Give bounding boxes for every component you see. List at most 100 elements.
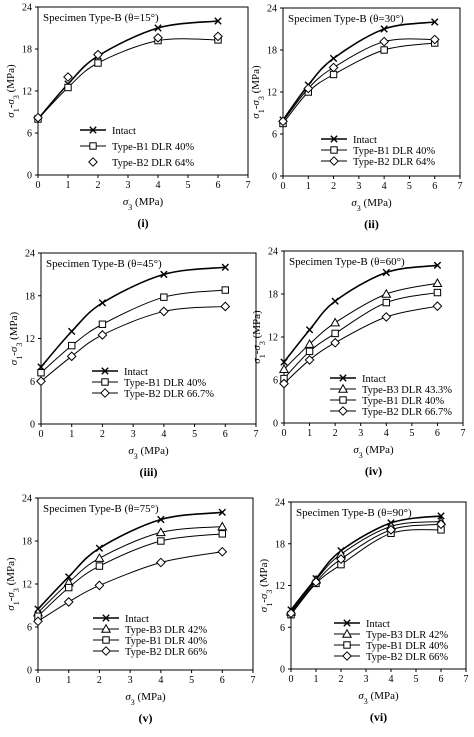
data-point-square	[221, 286, 229, 294]
data-point-triangle	[155, 527, 166, 537]
panel-label: (iv)	[365, 464, 382, 478]
y-tick-label: 6	[280, 623, 285, 634]
series-cross	[280, 261, 442, 366]
data-point-diamond	[432, 301, 443, 312]
y-tick-label: 12	[275, 581, 285, 592]
data-point-diamond	[217, 546, 228, 557]
x-tick-label: 4	[384, 428, 389, 439]
series-cross	[287, 512, 445, 614]
data-point-triangle	[304, 338, 315, 348]
data-point-diamond	[220, 301, 231, 312]
data-point-cross	[433, 261, 442, 270]
data-point-diamond	[36, 376, 46, 387]
x-tick-label: 0	[39, 429, 44, 440]
x-tick-label: 7	[461, 428, 466, 439]
data-point-square	[37, 369, 45, 377]
data-point-diamond	[311, 577, 321, 587]
y-tick-label: 18	[22, 45, 32, 56]
data-point-cross	[214, 17, 222, 25]
x-tick-label: 2	[339, 674, 344, 685]
legend-marker-square	[89, 142, 97, 150]
x-tick-label: 2	[97, 675, 102, 686]
series-square	[287, 526, 445, 619]
data-point-cross	[331, 297, 339, 305]
x-tick-label: 7	[251, 675, 256, 686]
y-tick-label: 24	[22, 3, 32, 14]
series-triangle	[278, 278, 443, 373]
legend-label: Type-B2 DLR 66%	[366, 652, 448, 663]
y-tick-label: 0	[27, 171, 32, 182]
legend-marker-cross	[89, 126, 97, 134]
legend-label: Type-B3 DLR 43.3%	[362, 385, 452, 396]
y-tick-label: 6	[27, 129, 32, 140]
y-tick-label: 12	[267, 88, 277, 99]
legend-label: Type-B3 DLR 42%	[366, 630, 448, 641]
legend-label: Intact	[366, 619, 390, 630]
legend-marker-square	[339, 396, 347, 404]
data-point-square	[433, 288, 442, 297]
data-point-diamond	[330, 337, 341, 348]
y-tick-label: 24	[267, 4, 277, 15]
legend-marker-cross	[339, 374, 347, 382]
x-tick-label: 5	[407, 181, 412, 192]
data-point-diamond	[158, 306, 169, 317]
y-tick-label: 6	[273, 376, 278, 387]
legend-marker-cross	[330, 135, 338, 143]
data-point-diamond	[386, 524, 396, 535]
legend-marker-diamond	[342, 651, 352, 661]
data-point-triangle	[330, 317, 341, 327]
y-tick-label: 24	[268, 247, 278, 258]
data-point-triangle	[432, 278, 443, 287]
data-point-triangle	[94, 552, 105, 562]
y-axis-label: σ1-σ3 (MPa)	[258, 558, 274, 612]
y-tick-label: 0	[27, 666, 32, 677]
data-point-diamond	[336, 554, 346, 564]
series-cross	[279, 18, 439, 124]
panel-label: (vi)	[370, 710, 387, 724]
x-axis-label: σ3 (MPa)	[353, 444, 394, 460]
data-point-square	[157, 537, 165, 545]
y-tick-label: 18	[268, 290, 278, 301]
x-tick-label: 6	[216, 180, 221, 191]
legend-marker-diamond	[100, 388, 110, 398]
y-tick-label: 18	[22, 537, 32, 548]
panel-label: (ii)	[364, 217, 379, 231]
data-point-square	[380, 46, 388, 54]
data-point-cross	[65, 573, 73, 581]
series-line	[40, 289, 226, 374]
panel-label: (v)	[139, 711, 153, 725]
x-tick-label: 6	[435, 428, 440, 439]
data-point-cross	[431, 18, 439, 26]
data-point-cross	[305, 326, 314, 334]
y-tick-label: 12	[22, 87, 32, 98]
legend-label: Type-B1 DLR 40%	[125, 636, 207, 647]
x-tick-label: 1	[314, 674, 319, 685]
data-point-square	[95, 562, 104, 570]
legend-label: Type-B3 DLR 42%	[125, 625, 207, 636]
x-tick-label: 3	[356, 181, 361, 192]
legend-marker-triangle	[341, 628, 353, 638]
series-line	[37, 511, 223, 610]
x-tick-label: 4	[161, 429, 166, 440]
x-tick-label: 5	[192, 429, 197, 440]
legend-marker-diamond	[338, 406, 348, 416]
data-point-cross	[280, 358, 288, 366]
data-point-diamond	[303, 83, 314, 94]
x-tick-label: 6	[220, 675, 225, 686]
data-point-square	[331, 329, 339, 338]
legend-marker-diamond	[101, 646, 111, 656]
x-tick-label: 6	[439, 674, 444, 685]
data-point-triangle	[217, 521, 228, 531]
data-point-square	[305, 347, 314, 356]
x-tick-label: 7	[464, 674, 469, 685]
x-tick-label: 3	[131, 429, 136, 440]
x-tick-label: 1	[66, 180, 71, 191]
x-tick-label: 5	[414, 674, 419, 685]
x-tick-label: 5	[409, 428, 414, 439]
